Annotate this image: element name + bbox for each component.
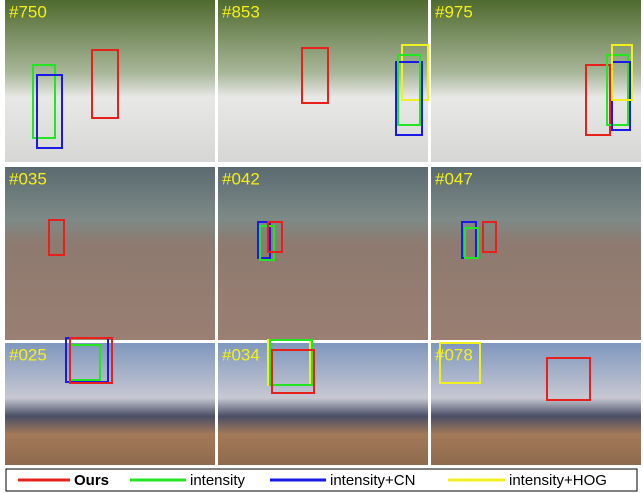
legend-label: Ours bbox=[74, 472, 109, 489]
figure: #750#853#975#035#042#047#025#034#078 Our… bbox=[0, 0, 643, 493]
frame-number: #975 bbox=[435, 2, 473, 21]
legend-label: intensity bbox=[190, 472, 246, 489]
frame-number: #035 bbox=[9, 169, 47, 188]
frame-number: #047 bbox=[435, 169, 473, 188]
frame-number: #034 bbox=[222, 345, 260, 364]
frame-number: #042 bbox=[222, 169, 260, 188]
legend-label: intensity+HOG bbox=[509, 472, 607, 489]
image-panel bbox=[5, 167, 215, 340]
legend-label: intensity+CN bbox=[330, 472, 415, 489]
frame-number: #853 bbox=[222, 2, 260, 21]
frame-number: #025 bbox=[9, 345, 47, 364]
frame-number: #750 bbox=[9, 2, 47, 21]
image-panel bbox=[218, 167, 428, 340]
